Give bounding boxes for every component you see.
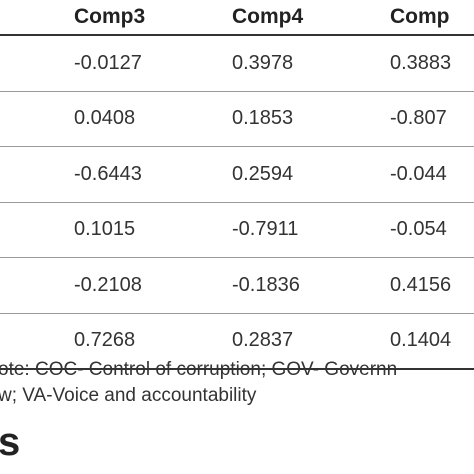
- header-comp3: Comp3: [74, 5, 146, 28]
- header-comp4: Comp4: [232, 5, 304, 28]
- table-row: -0.0127 0.3978 0.3883: [0, 35, 474, 91]
- cell-comp3: 0.7268: [74, 329, 136, 352]
- cell-comp5: 0.4156: [390, 273, 452, 296]
- cell-comp5: 0.3883: [390, 51, 452, 74]
- cell-comp3: 0.1015: [74, 218, 136, 241]
- table-row: 0.0408 0.1853 -0.807: [0, 91, 474, 147]
- cell-comp5: -0.044: [390, 162, 447, 185]
- table-footnote: ote: COC- Control of corruption; GOV- Go…: [0, 357, 474, 409]
- cell-comp3: 0.0408: [74, 107, 136, 130]
- table-row: 0.7268 0.2837 0.1404: [0, 313, 474, 369]
- table-header-row: Comp3 Comp4 Comp: [0, 0, 474, 35]
- footnote-line-1: ote: COC- Control of corruption; GOV- Go…: [0, 359, 398, 380]
- cell-comp5: 0.1404: [390, 329, 452, 352]
- cell-comp4: 0.2837: [232, 329, 294, 352]
- components-table-wrapper: Comp3 Comp4 Comp -0.0127 0.3978 0.3883 0…: [0, 0, 474, 369]
- section-heading-fragment: s: [0, 420, 21, 464]
- cell-comp4: 0.3978: [232, 51, 294, 74]
- cell-comp4: -0.1836: [232, 273, 300, 296]
- cell-comp3: -0.0127: [74, 51, 142, 74]
- cell-comp3: -0.2108: [74, 273, 142, 296]
- components-table: Comp3 Comp4 Comp -0.0127 0.3978 0.3883 0…: [0, 0, 474, 369]
- cell-comp5: -0.054: [390, 218, 447, 241]
- cell-comp4: 0.1853: [232, 107, 294, 130]
- cell-comp4: -0.7911: [232, 218, 299, 241]
- table-row: -0.6443 0.2594 -0.044: [0, 147, 474, 202]
- cell-comp4: 0.2594: [232, 162, 294, 185]
- footnote-line-2: w; VA-Voice and accountability: [0, 385, 257, 406]
- table-row: 0.1015 -0.7911 -0.054: [0, 202, 474, 258]
- header-comp5: Comp: [390, 5, 450, 28]
- table-row: -0.2108 -0.1836 0.4156: [0, 258, 474, 313]
- cell-comp3: -0.6443: [74, 162, 142, 185]
- cell-comp5: -0.807: [390, 107, 447, 130]
